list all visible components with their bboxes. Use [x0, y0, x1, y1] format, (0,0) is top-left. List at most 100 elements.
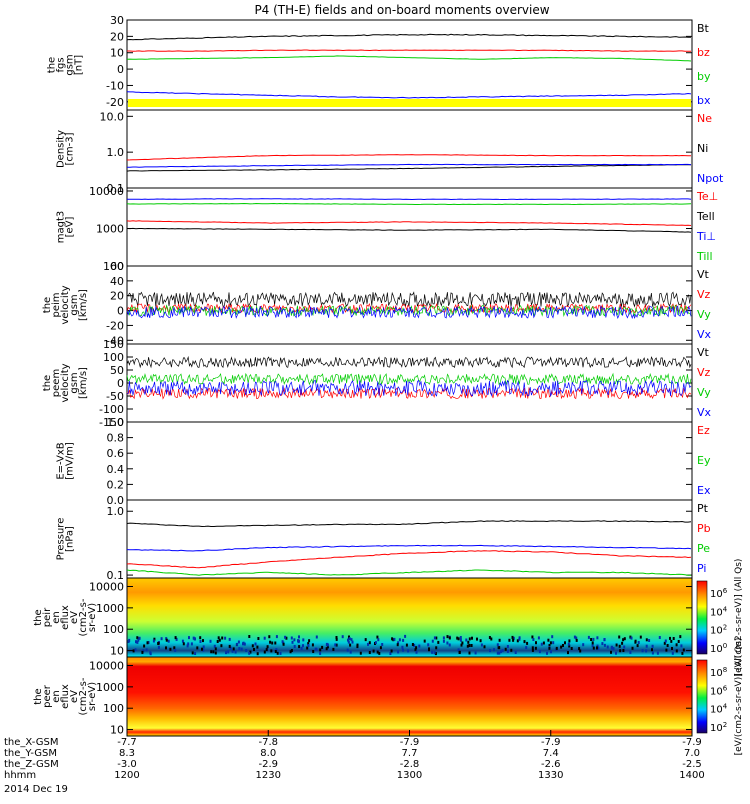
y-axis-label: (cm2-s-: [78, 598, 89, 636]
spectrogram-speckle: [193, 637, 196, 641]
ephemeris-value: 1230: [256, 770, 281, 781]
spectrogram-speckle: [391, 637, 394, 641]
spectrogram-speckle: [669, 636, 671, 640]
spectrogram-speckle: [266, 645, 269, 649]
legend-entry: Vt: [697, 268, 710, 281]
flag-bar: [128, 99, 691, 107]
spectrogram-speckle: [224, 636, 227, 640]
spectrogram-speckle: [490, 637, 493, 641]
spectrogram-speckle: [248, 635, 251, 638]
spectrogram-speckle: [677, 640, 680, 643]
spectrogram-speckle: [442, 636, 445, 640]
date-label: 2014 Dec 19: [4, 784, 68, 795]
spectrogram-speckle: [152, 639, 155, 643]
spectrogram-speckle: [623, 637, 626, 641]
spectrogram-speckle: [603, 643, 606, 647]
spectrogram-speckle: [525, 646, 528, 650]
spectrogram-speckle: [467, 640, 470, 644]
spectrogram-speckle: [201, 647, 203, 651]
spectrogram-speckle: [236, 642, 239, 646]
spectrogram-speckle: [621, 641, 624, 645]
spectrogram-speckle: [374, 641, 377, 645]
ephemeris-value: 8.3: [119, 748, 135, 759]
spectrogram-speckle: [348, 637, 351, 641]
spectrogram-speckle: [431, 639, 434, 643]
y-tick-label: 150: [103, 338, 124, 351]
spectrogram-speckle: [615, 643, 618, 647]
spectrogram-speckle: [227, 650, 230, 654]
spectrogram-speckle: [348, 635, 350, 639]
panel-9: 108 106 104 102 [eV/(cm2-s-sr-eV)] (All Qs) 1…: [33, 638, 744, 756]
spectrogram-speckle: [435, 646, 438, 650]
spectrogram-speckle: [228, 637, 231, 641]
series-line-Vy: [126, 304, 692, 317]
spectrogram-speckle: [630, 636, 633, 640]
legend-entry: Ex: [697, 484, 711, 497]
spectrogram-speckle: [590, 638, 593, 641]
spectrogram-speckle: [679, 635, 682, 639]
series-line-Vx: [126, 305, 692, 320]
spectrogram-speckle: [540, 642, 543, 646]
spectrogram-speckle: [460, 643, 463, 647]
spectrogram-speckle: [465, 638, 468, 642]
spectrogram-speckle: [413, 643, 416, 647]
series-line-bz: [127, 49, 691, 52]
y-tick-label: 1000: [96, 681, 124, 694]
y-tick-label: 0.2: [107, 478, 125, 491]
spectrogram-speckle: [562, 644, 564, 647]
spectrogram-speckle: [508, 638, 511, 642]
y-axis-label: en: [51, 690, 62, 703]
spectrogram-speckle: [315, 635, 318, 639]
spectrogram-speckle: [234, 650, 237, 654]
spectrogram-speckle: [555, 646, 558, 650]
spectrogram-speckle: [220, 644, 223, 648]
spectrogram-speckle: [335, 636, 338, 639]
spectrogram-speckle: [196, 646, 199, 650]
spectrogram-speckle: [282, 642, 285, 646]
spectrogram-speckle: [468, 637, 471, 641]
spectrogram-speckle: [202, 645, 205, 649]
y-axis-label: eV: [69, 611, 80, 624]
spectrogram-speckle: [538, 650, 541, 654]
spectrogram-speckle: [137, 638, 140, 642]
spectrogram-speckle: [591, 644, 594, 648]
y-axis-label: the: [33, 688, 44, 704]
spectrogram-speckle: [637, 641, 640, 644]
spectrogram-speckle: [263, 650, 266, 654]
spectrogram-speckle: [218, 638, 221, 642]
spectrogram-speckle: [326, 643, 329, 647]
spectrogram-speckle: [376, 650, 379, 654]
spectrogram-speckle: [470, 644, 473, 647]
ephemeris-value: 1400: [679, 770, 704, 781]
legend-entry: by: [697, 70, 711, 83]
spectrogram-speckle: [402, 638, 405, 642]
spectrogram-speckle: [612, 647, 615, 651]
spectrogram-speckle: [136, 640, 139, 644]
spectrogram-speckle: [542, 641, 545, 645]
spectrogram-speckle: [181, 639, 184, 643]
y-tick-label: -20: [106, 319, 124, 332]
y-tick-label: 20: [110, 290, 124, 303]
spectrogram-speckle: [415, 646, 418, 650]
spectrogram-speckle: [167, 639, 170, 643]
spectrogram-speckle: [568, 644, 571, 648]
spectrogram-speckle: [347, 638, 349, 642]
ephemeris-value: -7.8: [258, 737, 278, 748]
series-line-Pi: [126, 544, 692, 552]
spectrogram-speckle: [372, 649, 375, 653]
spectrogram-speckle: [567, 642, 570, 646]
spectrogram-speckle: [245, 649, 248, 652]
ephemeris-value: -2.9: [258, 759, 278, 770]
legend-entry: Vy: [697, 308, 711, 321]
spectrogram-speckle: [641, 649, 644, 653]
y-tick-label: 100: [103, 702, 124, 715]
spectrogram-speckle: [377, 638, 380, 642]
colorbar-label: [eV/(cm2-s-sr-eV)] (All Qs): [734, 559, 744, 677]
spectrogram-speckle: [496, 651, 499, 655]
panel-frame: [126, 421, 693, 501]
spectrogram-speckle: [622, 649, 625, 652]
y-tick-label: 100: [103, 260, 124, 273]
spectrogram-speckle: [518, 637, 521, 641]
